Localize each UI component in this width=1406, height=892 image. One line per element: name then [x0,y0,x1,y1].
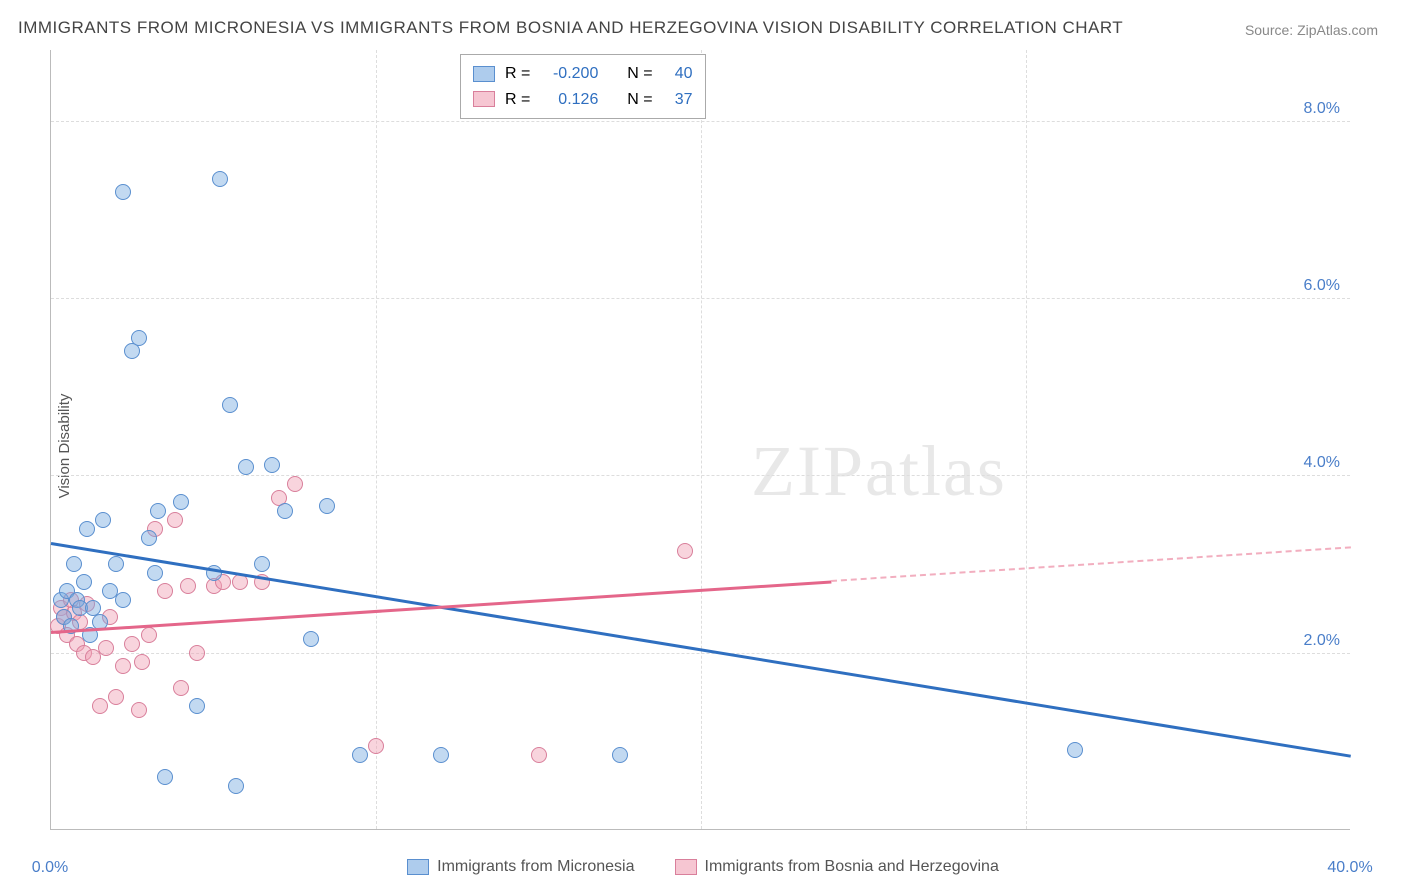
scatter-point-micronesia [228,778,244,794]
scatter-point-bosnia [157,583,173,599]
source-label: Source: ZipAtlas.com [1245,22,1378,38]
scatter-point-micronesia [612,747,628,763]
legend-label: Immigrants from Bosnia and Herzegovina [705,858,999,876]
scatter-point-bosnia [98,640,114,656]
x-tick-label: 0.0% [32,859,68,877]
trendline-bosnia-extrapolated [831,546,1351,582]
scatter-point-micronesia [173,494,189,510]
scatter-point-micronesia [222,397,238,413]
legend-r-label: R = [505,61,530,87]
legend-n-value: 37 [663,87,693,113]
scatter-point-micronesia [150,503,166,519]
scatter-point-micronesia [352,747,368,763]
correlation-legend: R = -0.200 N = 40 R = 0.126 N = 37 [460,54,706,119]
gridline-v [701,50,702,829]
legend-item-bosnia: Immigrants from Bosnia and Herzegovina [675,858,999,876]
y-tick-label: 2.0% [1304,632,1340,650]
legend-row-micronesia: R = -0.200 N = 40 [473,61,693,87]
scatter-point-bosnia [92,698,108,714]
scatter-point-micronesia [157,769,173,785]
swatch-pink-icon [473,91,495,107]
watermark: ZIPatlas [751,430,1007,513]
scatter-point-micronesia [277,503,293,519]
scatter-point-bosnia [167,512,183,528]
scatter-point-micronesia [1067,742,1083,758]
scatter-point-micronesia [95,512,111,528]
scatter-point-bosnia [131,702,147,718]
scatter-point-bosnia [108,689,124,705]
scatter-point-micronesia [189,698,205,714]
y-tick-label: 8.0% [1304,100,1340,118]
scatter-point-bosnia [531,747,547,763]
swatch-blue-icon [473,66,495,82]
scatter-point-bosnia [173,680,189,696]
scatter-point-micronesia [131,330,147,346]
scatter-point-bosnia [368,738,384,754]
scatter-point-bosnia [124,636,140,652]
scatter-point-micronesia [79,521,95,537]
scatter-point-micronesia [264,457,280,473]
gridline-v [376,50,377,829]
scatter-point-micronesia [141,530,157,546]
legend-n-label: N = [627,61,652,87]
scatter-point-micronesia [108,556,124,572]
scatter-point-micronesia [76,574,92,590]
scatter-point-micronesia [115,592,131,608]
x-tick-label: 40.0% [1327,859,1372,877]
scatter-point-micronesia [212,171,228,187]
scatter-point-bosnia [141,627,157,643]
legend-n-label: N = [627,87,652,113]
scatter-point-micronesia [147,565,163,581]
legend-r-value: -0.200 [540,61,598,87]
legend-r-value: 0.126 [540,87,598,113]
gridline-v [1026,50,1027,829]
chart-title: IMMIGRANTS FROM MICRONESIA VS IMMIGRANTS… [18,18,1123,38]
scatter-point-micronesia [66,556,82,572]
legend-r-label: R = [505,87,530,113]
y-tick-label: 4.0% [1304,454,1340,472]
plot-area: ZIPatlas 2.0% 4.0% 6.0% 8.0% [50,50,1350,830]
legend-row-bosnia: R = 0.126 N = 37 [473,87,693,113]
scatter-point-micronesia [319,498,335,514]
scatter-point-micronesia [115,184,131,200]
legend-label: Immigrants from Micronesia [437,858,634,876]
scatter-point-bosnia [189,645,205,661]
scatter-point-bosnia [677,543,693,559]
legend-item-micronesia: Immigrants from Micronesia [407,858,634,876]
swatch-blue-icon [407,859,429,875]
scatter-point-micronesia [238,459,254,475]
scatter-point-micronesia [433,747,449,763]
scatter-point-bosnia [115,658,131,674]
scatter-point-bosnia [180,578,196,594]
scatter-point-bosnia [287,476,303,492]
swatch-pink-icon [675,859,697,875]
scatter-point-micronesia [254,556,270,572]
legend-n-value: 40 [663,61,693,87]
series-legend: Immigrants from Micronesia Immigrants fr… [0,858,1406,876]
y-tick-label: 6.0% [1304,277,1340,295]
scatter-point-bosnia [134,654,150,670]
scatter-point-micronesia [303,631,319,647]
